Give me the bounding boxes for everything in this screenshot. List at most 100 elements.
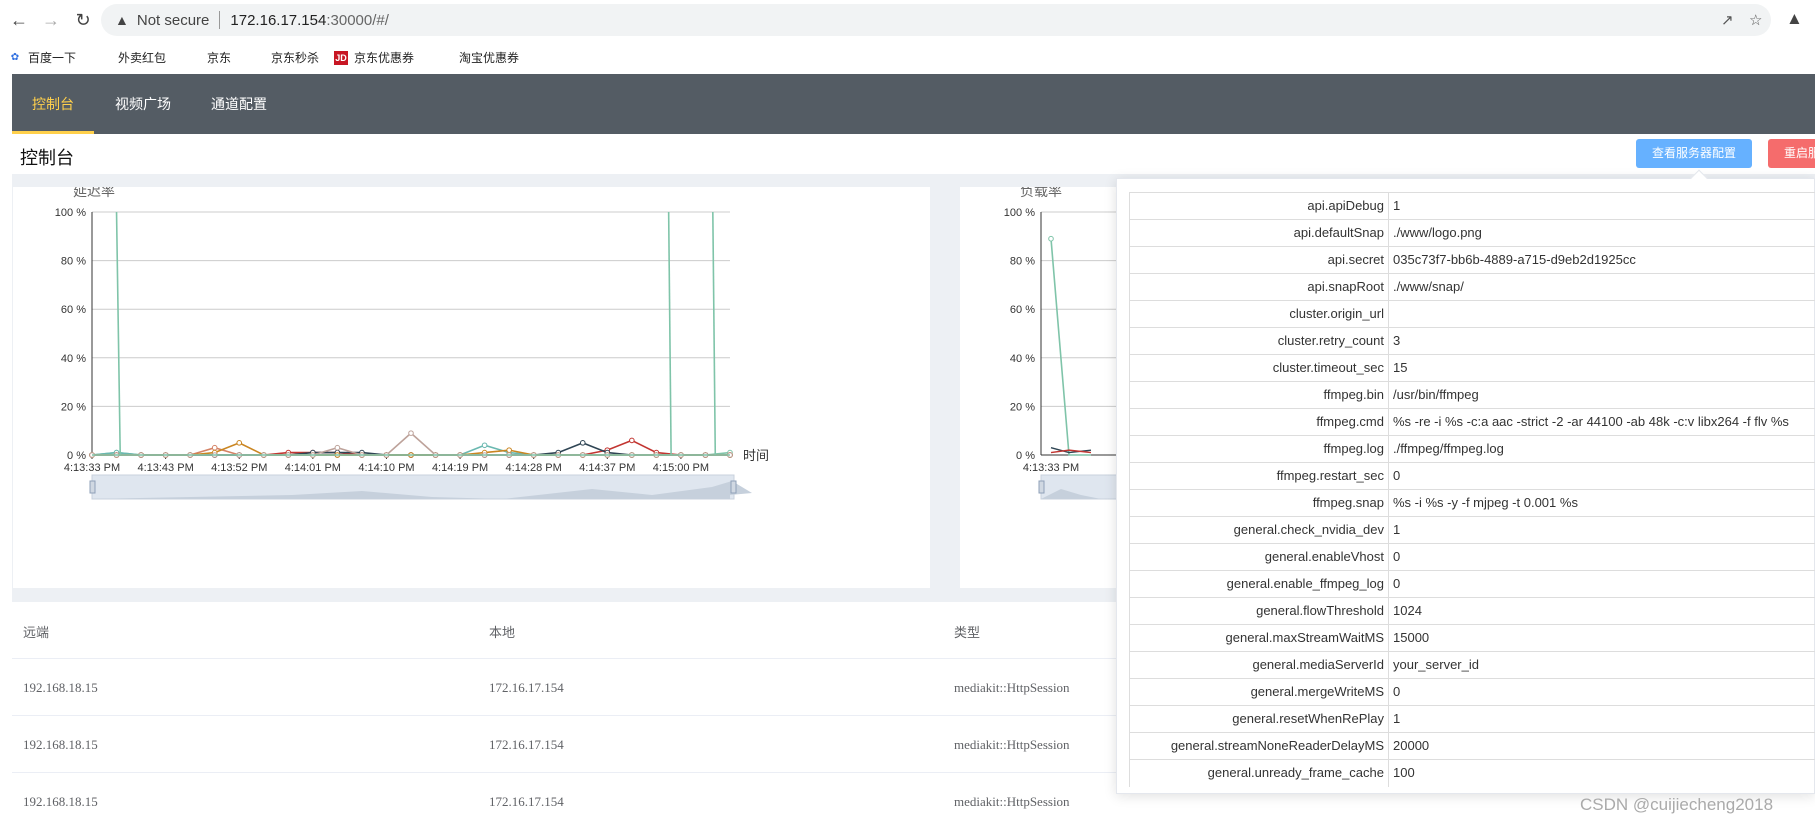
data-point: [579, 440, 586, 446]
config-value: 1: [1393, 522, 1401, 537]
config-key: general.maxStreamWaitMS: [1129, 625, 1389, 652]
table-row: 192.168.18.15 172.16.17.154 mediakit::Ht…: [12, 659, 1815, 716]
nav-channel-config[interactable]: 通道配置: [211, 74, 267, 134]
data-point: [408, 430, 414, 436]
config-row: api.secret 035c73f7-bb6b-4889-a715-d9eb2d…: [1129, 246, 1815, 274]
address-divider: [219, 11, 221, 29]
config-row: ffmpeg.snap %s -i %s -y -f mjpeg -t 0.001…: [1129, 489, 1815, 517]
server-config-popover: api.apiDebug 1 api.defaultSnap ./www/logo.p…: [1116, 169, 1815, 794]
x-axis-label: 时间: [743, 448, 769, 463]
browser-toolbar: ← → ↻ ▲ Not secure 172.16.17.154:30000/#…: [0, 0, 1815, 40]
y-tick-label: 20 %: [61, 401, 86, 413]
reload-icon[interactable]: ↻: [75, 9, 91, 30]
delay-chart-card: 延迟率 100 % 80 % 60 % 40 % 20 % 0 % 4:13:33 PM 4:1…: [13, 187, 930, 588]
config-row: ffmpeg.log ./ffmpeg/ffmpeg.log: [1129, 435, 1815, 463]
config-row: general.maxStreamWaitMS 15000: [1129, 624, 1815, 652]
bookmark-item[interactable]: 京东秒杀: [271, 49, 319, 66]
column-header-type: 类型: [954, 625, 981, 640]
bookmark-label: 京东秒杀: [271, 51, 320, 65]
x-tick-label: 4:14:37 PM: [579, 462, 635, 474]
config-row: api.defaultSnap ./www/logo.png: [1129, 219, 1815, 247]
config-value: 3: [1393, 333, 1401, 348]
config-row: general.check_nvidia_dev 1: [1129, 516, 1815, 544]
x-tick-label: 4:14:01 PM: [285, 462, 341, 474]
config-value: 0: [1393, 576, 1401, 591]
bookmark-item[interactable]: 淘宝优惠券: [459, 49, 519, 66]
nav-label: 控制台: [32, 96, 74, 112]
watermark: CSDN @cuijiecheng2018: [1580, 795, 1774, 814]
config-value: %s -i %s -y -f mjpeg -t 0.001 %s: [1393, 495, 1578, 510]
bookmark-label: 京东: [207, 51, 232, 65]
config-key: general.check_nvidia_dev: [1129, 517, 1389, 544]
top-nav: 控制台 视频广场 通道配置: [12, 74, 1815, 134]
cell-type: mediakit::HttpSession: [954, 680, 1070, 695]
nav-video-square[interactable]: 视频广场: [115, 74, 171, 134]
config-value: 15000: [1393, 630, 1430, 645]
config-value: 0: [1393, 549, 1401, 564]
y-tick-label: 100 %: [1004, 207, 1035, 219]
x-tick-label: 4:15:00 PM: [653, 462, 709, 474]
x-tick-label: 4:14:10 PM: [358, 462, 414, 474]
config-row: general.flowThreshold 1024: [1129, 597, 1815, 625]
page-title: 控制台: [20, 148, 74, 168]
config-row: ffmpeg.restart_sec 0: [1129, 462, 1815, 490]
bookmark-item[interactable]: 外卖红包: [118, 49, 166, 66]
config-key: general.enableVhost: [1129, 544, 1389, 571]
restart-server-button[interactable]: 重启服: [1768, 139, 1815, 168]
table-row: 192.168.18.15 172.16.17.154 mediakit::Ht…: [12, 716, 1815, 773]
config-key: ffmpeg.restart_sec: [1129, 463, 1389, 490]
data-point: [506, 447, 512, 453]
y-tick-label: 40 %: [1010, 353, 1035, 365]
chart-title: 负载率: [1020, 187, 1062, 199]
y-tick-label: 60 %: [1010, 304, 1035, 316]
series-line: [1050, 238, 1091, 456]
config-row: api.apiDebug 1: [1129, 192, 1815, 220]
bookmark-item[interactable]: 京东: [207, 49, 231, 66]
view-server-config-button[interactable]: 查看服务器配置: [1636, 139, 1752, 168]
back-icon[interactable]: ←: [10, 9, 28, 30]
config-value: %s -re -i %s -c:a aac -strict -2 -ar 441…: [1393, 414, 1789, 429]
bookmark-star-icon[interactable]: ☆: [1749, 12, 1763, 29]
config-key: cluster.retry_count: [1129, 328, 1389, 355]
bookmark-label: 百度一下: [28, 51, 77, 65]
share-icon[interactable]: ↗: [1721, 12, 1734, 29]
config-row: general.streamNoneReaderDelayMS 20000: [1129, 732, 1815, 760]
config-row: cluster.retry_count 3: [1129, 327, 1815, 355]
y-tick-label: 60 %: [61, 304, 86, 316]
cell-remote: 192.168.18.15: [23, 794, 98, 809]
forward-icon[interactable]: →: [42, 9, 60, 30]
bookmark-item[interactable]: JD 京东优惠券: [334, 49, 414, 66]
config-key: api.snapRoot: [1129, 274, 1389, 301]
y-tick-label: 20 %: [1010, 401, 1035, 413]
cell-type: mediakit::HttpSession: [954, 794, 1070, 809]
config-row: general.unready_frame_cache 100: [1129, 759, 1815, 787]
config-key: api.defaultSnap: [1129, 220, 1389, 247]
cell-remote: 192.168.18.15: [23, 737, 98, 752]
bookmarks-bar: ✿ 百度一下 外卖红包 京东 京东秒杀 JD 京东优惠券 淘宝优惠券: [0, 40, 1815, 74]
table-row: 192.168.18.15 172.16.17.154 mediakit::Ht…: [12, 773, 1815, 825]
nav-console[interactable]: 控制台: [12, 74, 94, 134]
config-row: general.resetWhenRePlay 1: [1129, 705, 1815, 733]
extensions-icon[interactable]: ▲: [1786, 9, 1803, 28]
data-point: [334, 444, 341, 451]
config-value: ./ffmpeg/ffmpeg.log: [1393, 441, 1504, 456]
config-row: general.mergeWriteMS 0: [1129, 678, 1815, 706]
data-point: [629, 437, 635, 444]
data-point: [1048, 235, 1054, 242]
config-value: ./www/logo.png: [1393, 225, 1482, 240]
config-value: 20000: [1393, 738, 1430, 753]
config-value: 0: [1393, 684, 1401, 699]
bookmark-label: 京东优惠券: [354, 51, 415, 65]
y-tick-label: 80 %: [61, 256, 86, 268]
y-tick-label: 80 %: [1010, 256, 1035, 268]
address-bar[interactable]: ▲ Not secure 172.16.17.154:30000/#/ ↗ ☆: [101, 4, 1771, 36]
page-header: 控制台 查看服务器配置 重启服: [12, 134, 1815, 174]
config-key: ffmpeg.log: [1129, 436, 1389, 463]
cell-type: mediakit::HttpSession: [954, 737, 1070, 752]
data-point: [481, 442, 488, 449]
bookmark-item[interactable]: ✿ 百度一下: [8, 49, 76, 66]
config-key: ffmpeg.cmd: [1129, 409, 1389, 436]
column-header-remote: 远端: [23, 625, 50, 640]
config-value: 1024: [1393, 603, 1422, 618]
table-header: 远端 本地 类型: [12, 602, 1815, 659]
